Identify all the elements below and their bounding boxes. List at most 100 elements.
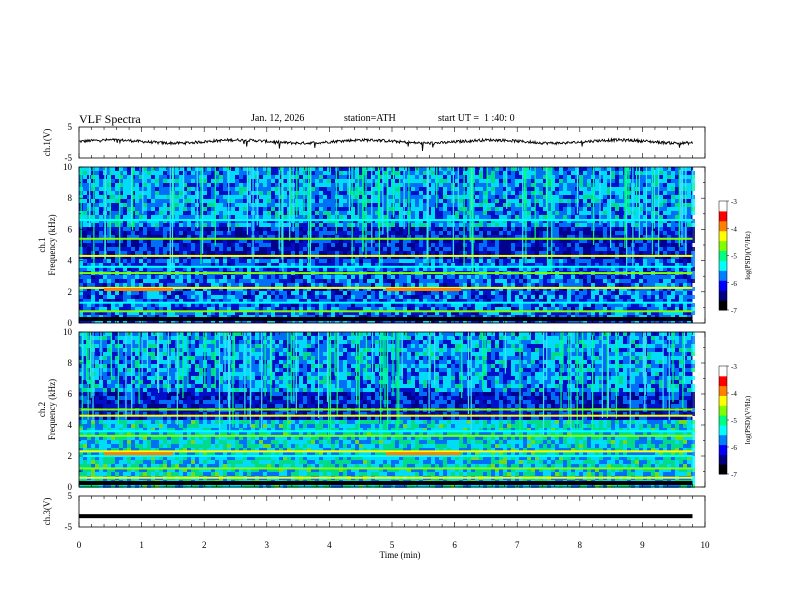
sp1-cell: [607, 303, 611, 307]
sp2-cell: [83, 336, 87, 340]
sp1-cell: [583, 211, 587, 215]
sp1-cell: [307, 303, 311, 307]
sp1-sferic: [256, 167, 258, 226]
sp1-cell: [159, 199, 163, 203]
sp1-cell: [263, 167, 267, 171]
sp1-cell: [599, 195, 603, 199]
sp1-cell: [447, 295, 451, 299]
sp1-cell: [283, 243, 287, 247]
sp1-cell: [335, 235, 339, 239]
sp1-cell: [83, 243, 87, 247]
sp1-cell: [659, 299, 663, 303]
sp1-cell: [303, 183, 307, 187]
sp1-cell: [535, 183, 539, 187]
sp1-cell: [179, 231, 183, 235]
sp1-cell: [131, 239, 135, 243]
sp1-cell: [235, 287, 239, 291]
sp1-cell: [555, 307, 559, 311]
sp1-cell: [299, 275, 303, 279]
sp1-cell: [143, 215, 147, 219]
sp1-cell: [291, 251, 295, 255]
sp1-cell: [91, 311, 95, 315]
sp1-cell: [571, 243, 575, 247]
sp1-cell: [115, 311, 119, 315]
sp1-cell: [535, 223, 539, 227]
sp1-cell: [675, 207, 679, 211]
sp1-cell: [191, 267, 195, 271]
sp1-cell: [551, 275, 555, 279]
sp1-cell: [215, 231, 219, 235]
sp1-cell: [671, 171, 675, 175]
sp1-cell: [379, 187, 383, 191]
sp1-cell: [535, 199, 539, 203]
sp1-cell: [139, 239, 143, 243]
sp1-cell: [359, 279, 363, 283]
sp1-sferic: [632, 167, 634, 267]
sp1-cell: [191, 263, 195, 267]
sp1-cell: [483, 215, 487, 219]
sp1-cell: [411, 203, 415, 207]
sp1-cell: [603, 227, 607, 231]
sp1-cell: [243, 307, 247, 311]
sp1-cell: [111, 275, 115, 279]
sp1-sferic: [335, 167, 337, 234]
sp1-cell: [567, 231, 571, 235]
sp2-cell: [115, 444, 119, 448]
sp1-cell: [455, 171, 459, 175]
sp1-cell: [491, 199, 495, 203]
sp1-cell: [103, 279, 107, 283]
sp1-cell: [119, 207, 123, 211]
sp1-cell: [527, 167, 531, 171]
sp1-cell: [503, 239, 507, 243]
sp2-cell: [111, 376, 115, 380]
sp1-cell: [347, 303, 351, 307]
sp1-cell: [163, 191, 167, 195]
sp1-cell: [587, 167, 591, 171]
sp1-cell: [615, 227, 619, 231]
sp1-cell: [339, 199, 343, 203]
sp1-cell: [235, 199, 239, 203]
sp1-cell: [567, 179, 571, 183]
sp1-cell: [467, 167, 471, 171]
sp1-cell: [455, 215, 459, 219]
sp1-sferic: [371, 167, 373, 248]
sp1-cell: [659, 251, 663, 255]
sp1-cell: [667, 187, 671, 191]
sp1-cell: [671, 223, 675, 227]
sp1-cell: [495, 251, 499, 255]
sp1-cell: [87, 239, 91, 243]
sp1-cell: [543, 207, 547, 211]
sp1-cell: [611, 171, 615, 175]
sp1-cell: [447, 311, 451, 315]
sp1-cell: [499, 303, 503, 307]
sp1-cell: [163, 255, 167, 259]
sp1-cell: [203, 199, 207, 203]
sp1-cell: [483, 211, 487, 215]
sp1-cell: [215, 299, 219, 303]
sp1-cell: [263, 251, 267, 255]
sp1-cell: [175, 243, 179, 247]
sp1-cell: [403, 187, 407, 191]
sp1-cell: [495, 223, 499, 227]
sp1-cell: [635, 223, 639, 227]
sp1-cell: [363, 227, 367, 231]
sp1-cell: [683, 243, 687, 247]
sp1-cell: [551, 291, 555, 295]
sp1-cell: [359, 227, 363, 231]
sp1-cell: [187, 191, 191, 195]
sp1-cell: [363, 215, 367, 219]
sp1-cell: [303, 311, 307, 315]
sp1-cell: [659, 263, 663, 267]
sp1-cell: [579, 187, 583, 191]
sp1-cell: [211, 199, 215, 203]
sp1-cell: [359, 275, 363, 279]
sp1-cell: [563, 187, 567, 191]
sp1-cell: [263, 291, 267, 295]
sp1-cell: [583, 227, 587, 231]
sp1-cell: [227, 247, 231, 251]
sp1-cell: [227, 231, 231, 235]
sp1-cell: [323, 303, 327, 307]
sp1-cell: [143, 211, 147, 215]
sp1-cell: [231, 239, 235, 243]
